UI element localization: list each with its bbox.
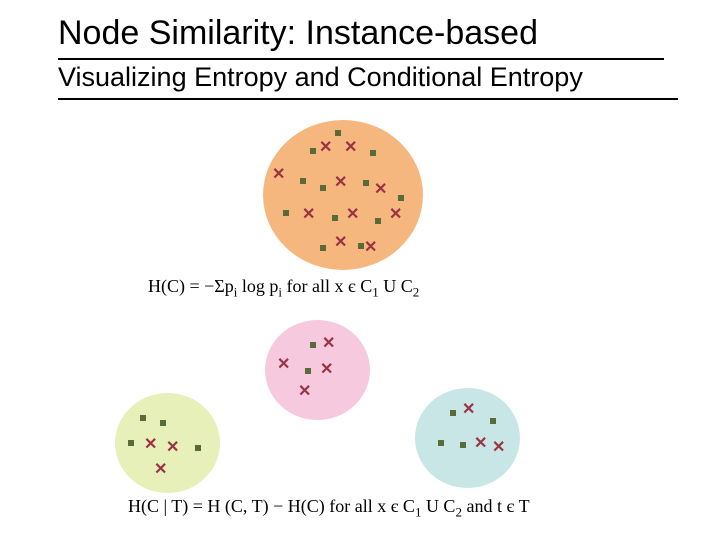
dot-marker [305, 368, 311, 374]
dot-marker [398, 195, 404, 201]
cross-marker: ✕ [277, 357, 290, 373]
dot-marker [370, 150, 376, 156]
formula-text: U C [421, 496, 455, 516]
dot-marker [283, 210, 289, 216]
cross-marker: ✕ [474, 436, 487, 452]
dot-marker [310, 342, 316, 348]
entropy-formula: H(C) = −Σpi log pi for all x є C1 U C2 [148, 276, 419, 301]
cross-marker: ✕ [492, 440, 505, 456]
formula-text: and t є T [462, 496, 530, 516]
cross-marker: ✕ [322, 336, 335, 352]
dot-marker [310, 148, 316, 154]
formula-text: U C [379, 276, 413, 296]
dot-marker [460, 442, 466, 448]
dot-marker [140, 415, 146, 421]
cross-marker: ✕ [319, 140, 332, 156]
cross-marker: ✕ [364, 240, 377, 256]
dot-marker [490, 418, 496, 424]
dot-marker [335, 130, 341, 136]
cross-marker: ✕ [144, 437, 157, 453]
cross-marker: ✕ [334, 235, 347, 251]
cross-marker: ✕ [166, 440, 179, 456]
dot-marker [195, 445, 201, 451]
cross-marker: ✕ [334, 175, 347, 191]
dot-marker [438, 440, 444, 446]
cross-marker: ✕ [320, 362, 333, 378]
cross-marker: ✕ [389, 207, 402, 223]
cross-marker: ✕ [272, 167, 285, 183]
dot-marker [300, 178, 306, 184]
formula-text: H(C) = −Σp [148, 276, 234, 296]
dot-marker [363, 180, 369, 186]
cross-marker: ✕ [298, 384, 311, 400]
cross-marker: ✕ [302, 207, 315, 223]
formula-text: log p [237, 276, 278, 296]
conditional-entropy-formula: H(C | T) = H (C, T) − H(C) for all x є C… [128, 496, 530, 521]
cross-marker: ✕ [154, 462, 167, 478]
cross-marker: ✕ [462, 402, 475, 418]
formula-text: for all x є C [282, 276, 372, 296]
dot-marker [332, 215, 338, 221]
dot-marker [128, 440, 134, 446]
markers-layer: ✕✕✕✕✕✕✕✕✕✕✕✕✕✕✕✕✕✕✕✕ [0, 0, 720, 540]
dot-marker [320, 245, 326, 251]
dot-marker [160, 420, 166, 426]
dot-marker [375, 218, 381, 224]
cross-marker: ✕ [374, 182, 387, 198]
cross-marker: ✕ [346, 207, 359, 223]
formula-text: H(C | T) = H (C, T) − H(C) for all x є C [128, 496, 415, 516]
cross-marker: ✕ [344, 140, 357, 156]
dot-marker [450, 410, 456, 416]
dot-marker [320, 185, 326, 191]
